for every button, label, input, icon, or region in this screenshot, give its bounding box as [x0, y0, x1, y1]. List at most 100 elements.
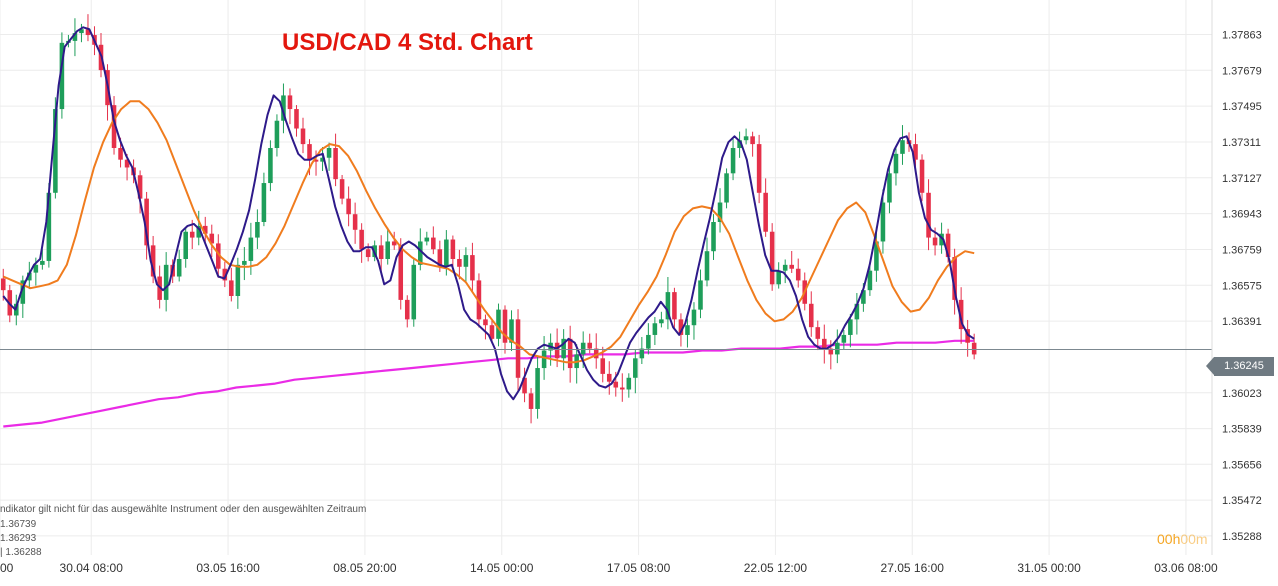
candle-body: [463, 255, 469, 267]
candle-body: [150, 245, 156, 277]
candle-body: [189, 231, 195, 238]
candle-body: [53, 109, 58, 193]
candle-body: [274, 120, 280, 148]
long-ma-line: [3, 339, 975, 428]
candle-body: [183, 231, 188, 259]
candle-body: [528, 393, 534, 409]
candle-body: [828, 348, 834, 355]
candle-body: [437, 249, 443, 267]
candle-body: [242, 260, 247, 265]
candle-body: [85, 29, 91, 36]
candle-body: [958, 299, 964, 330]
candle-body: [659, 319, 664, 324]
grid-lines: [0, 0, 1212, 555]
candle-body: [808, 303, 814, 328]
candle-body: [0, 278, 6, 291]
candle-body: [691, 309, 697, 326]
candle-body: [33, 264, 39, 273]
candle-body: [137, 175, 143, 199]
candle-body: [72, 33, 78, 41]
y-tick-label: 1.36943: [1222, 209, 1262, 221]
y-tick-label: 1.36759: [1222, 244, 1262, 256]
candle-body: [144, 198, 149, 246]
candle-body: [483, 319, 488, 326]
candle-body: [268, 148, 273, 184]
y-tick-label: 1.37863: [1222, 29, 1262, 41]
y-tick-label: 1.35839: [1222, 424, 1262, 436]
candle-body: [913, 144, 918, 160]
candle-body: [20, 280, 26, 304]
candle-body: [281, 95, 286, 121]
countdown-minutes: 00m: [1180, 531, 1208, 547]
candle-body: [789, 264, 794, 269]
indicator-value-2: 1.36293: [0, 533, 37, 544]
candle-body: [365, 249, 371, 258]
candle-body: [848, 319, 853, 335]
candle-body: [554, 342, 560, 359]
candle-body: [359, 229, 364, 250]
candle-body: [111, 105, 117, 148]
candle-body: [900, 140, 905, 154]
candle-body: [515, 319, 521, 378]
y-axis: 1.37863 1.37679 1.37495 1.37311 1.37127 1.369…: [1211, 0, 1262, 555]
x-tick-label: 03.05 16:00: [196, 561, 260, 575]
candle-body: [620, 387, 625, 390]
candle-body: [600, 358, 606, 374]
candle-body: [496, 309, 501, 339]
candle-body: [939, 233, 944, 246]
candle-body: [756, 144, 762, 193]
candle-body: [567, 338, 573, 369]
candle-body: [294, 109, 299, 129]
candle-body: [626, 377, 632, 390]
y-tick-label: 1.37679: [1222, 65, 1262, 77]
candle-body: [411, 264, 417, 320]
candle-body: [248, 237, 254, 261]
candle-body: [255, 222, 260, 238]
x-tick-label: 31.05 00:00: [1017, 561, 1081, 575]
slow-moving-average: [2, 100, 975, 364]
current-price-tag: 1.36245: [1206, 357, 1274, 376]
indicator-value-1: 1.36739: [0, 519, 37, 530]
slow-ma-line: [2, 100, 975, 364]
candlesticks: [0, 14, 977, 424]
y-tick-label: 1.37127: [1222, 173, 1262, 185]
candle-body: [176, 259, 182, 277]
candle-body: [339, 179, 345, 199]
candle-body: [424, 237, 430, 242]
candle-body: [769, 231, 775, 285]
candle-body: [398, 245, 404, 300]
candle-body: [235, 264, 241, 296]
x-axis: 00 30.04 08:00 03.05 16:00 08.05 20:00 14.05…: [0, 561, 1218, 575]
candle-body: [750, 136, 755, 145]
candle-body: [209, 233, 215, 244]
candle-body: [404, 299, 410, 320]
y-tick-label: 1.35656: [1222, 459, 1262, 471]
candle-body: [326, 148, 332, 158]
candle-body: [229, 280, 234, 296]
y-tick-label: 1.36391: [1222, 316, 1262, 328]
candle-body: [287, 95, 293, 110]
y-tick-label: 1.37311: [1222, 137, 1261, 149]
fast-moving-average: [2, 26, 975, 401]
candle-body: [444, 239, 449, 267]
candle-body: [763, 192, 768, 232]
candle-body: [222, 268, 228, 281]
candle-body: [40, 260, 45, 265]
candle-body: [300, 128, 306, 145]
candle-body: [476, 280, 482, 320]
candle-body: [333, 148, 338, 180]
candle-body: [352, 214, 358, 230]
candle-body: [489, 325, 495, 339]
candle-body: [835, 342, 840, 355]
candle-body: [196, 225, 202, 238]
candle-body: [867, 270, 873, 291]
candle-body: [646, 334, 651, 349]
candle-body: [124, 159, 130, 168]
candle-body: [79, 29, 84, 34]
candle-body: [639, 348, 645, 359]
candle-body: [418, 241, 423, 265]
candle-body: [378, 245, 384, 259]
y-tick-label: 1.36023: [1222, 388, 1262, 400]
